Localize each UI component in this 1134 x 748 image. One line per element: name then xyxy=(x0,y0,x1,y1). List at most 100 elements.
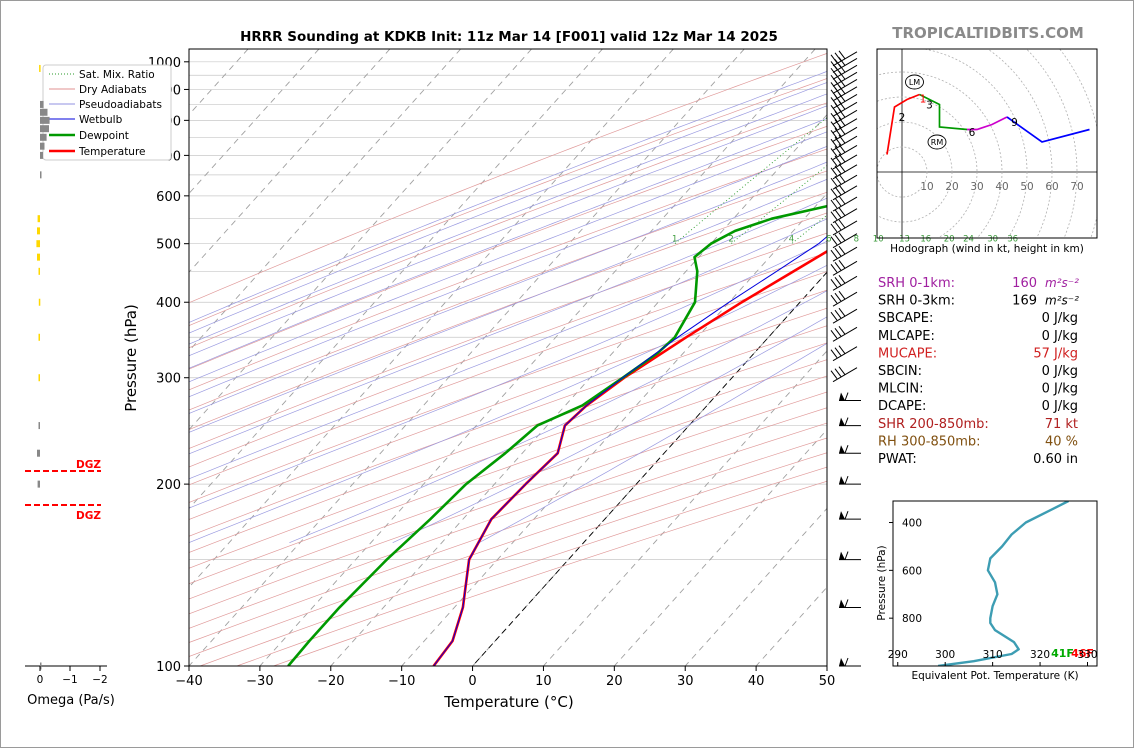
param-value: 57 J/kg xyxy=(1033,346,1078,361)
wind-barb-flag xyxy=(838,184,846,194)
wind-barb xyxy=(839,551,861,561)
wind-barb-flag xyxy=(838,163,846,173)
wind-barb-flag xyxy=(830,223,838,233)
mixing-ratio-label: 36 xyxy=(1007,235,1018,245)
wind-barb xyxy=(830,195,858,212)
omega-bar xyxy=(40,125,49,133)
y-tick-label: 500 xyxy=(156,238,181,253)
omega-bar xyxy=(37,215,40,223)
hodograph-height-label: 2 xyxy=(899,112,906,124)
wind-barb xyxy=(830,70,858,87)
wind-barb-flag xyxy=(838,85,846,95)
isotherm xyxy=(189,49,674,588)
theta-e-x-tick-label: 330 xyxy=(1077,649,1097,661)
dry-adiabat xyxy=(189,191,827,430)
wind-barb-pennant xyxy=(839,392,845,401)
storm-motion-marker xyxy=(927,134,947,150)
legend-label: Pseudoadiabats xyxy=(79,99,162,111)
wind-barb-flag xyxy=(830,329,838,339)
skew-t-frame xyxy=(188,48,828,667)
hodograph-ring xyxy=(877,71,1003,238)
wind-barb-flag xyxy=(834,155,842,165)
wind-barb-flag xyxy=(838,50,846,60)
wind-barb-flag xyxy=(844,445,849,454)
wind-barb xyxy=(830,125,858,142)
wind-barb xyxy=(830,117,858,134)
param-value: 0.60 in xyxy=(1033,452,1078,467)
wind-barb xyxy=(830,93,858,109)
hodograph-ring xyxy=(877,146,928,198)
theta-e-x-label: Equivalent Pot. Temperature (K) xyxy=(911,670,1078,682)
wind-barb xyxy=(839,475,861,485)
y-tick-label: 600 xyxy=(156,190,181,205)
pseudo-adiabat xyxy=(289,290,827,544)
theta-e-x-tick-label: 310 xyxy=(983,649,1003,661)
x-tick-label: 40 xyxy=(748,674,765,689)
isotherm xyxy=(1,49,35,666)
watermark: TROPICALTIDBITS.COM xyxy=(892,24,1084,42)
dry-adiabat xyxy=(189,289,827,520)
wind-barb xyxy=(830,345,858,362)
hodograph-height-label: 6 xyxy=(969,127,976,139)
mixing-ratio-line xyxy=(926,49,1133,244)
wind-barb-flag xyxy=(830,211,838,220)
x-tick-label: −40 xyxy=(175,674,202,689)
x-tick-label: −30 xyxy=(246,674,273,689)
hodograph-ring xyxy=(877,121,953,223)
wind-barb-flag xyxy=(844,510,849,520)
pseudo-adiabat xyxy=(189,131,827,383)
mixing-ratio-line xyxy=(1013,49,1133,244)
dry-adiabat xyxy=(189,375,827,600)
omega-bars xyxy=(36,64,50,670)
dry-adiabat xyxy=(189,359,827,585)
theta-e-panel: 290 300 310 320 330 400 600 800 Equivalent Pot.… xyxy=(876,500,1098,682)
pseudo-adiabat xyxy=(189,71,827,323)
dry-adiabat xyxy=(189,307,827,537)
pseudo-adiabat xyxy=(189,82,827,334)
wind-barb-flag xyxy=(838,70,846,80)
wind-barb-flag xyxy=(834,146,842,155)
wind-barb-flag xyxy=(830,236,838,245)
storm-motion-label: RM xyxy=(931,138,944,147)
wind-barb-flag xyxy=(830,294,838,304)
legend: Sat. Mix. Ratio Dry Adiabats Pseudoadiab… xyxy=(42,64,172,161)
skew-t-ticks: −40 −30 −20 −10 0 10 20 30 40 50 100 200 300 400 500 60… xyxy=(148,56,835,689)
wind-barb-flag xyxy=(834,247,842,257)
wind-barb xyxy=(830,134,858,151)
theta-e-ticks: 290 300 310 320 330 400 600 800 xyxy=(888,518,1098,666)
theta-e-x-tick-label: 290 xyxy=(888,649,908,661)
pseudo-adiabat xyxy=(189,145,827,398)
wind-barb xyxy=(830,153,858,170)
dry-adiabat xyxy=(189,170,827,411)
dgz-label-bottom: DGZ xyxy=(76,510,101,522)
hodograph-ring-label: 30 xyxy=(970,181,983,193)
omega-bar xyxy=(40,116,50,124)
pseudo-adiabat xyxy=(189,105,827,357)
wind-barb xyxy=(839,445,861,454)
mixing-ratio-label: 6 xyxy=(826,235,831,245)
wind-barb xyxy=(830,184,858,201)
theta-e-line xyxy=(937,501,1070,666)
wind-barb-flag xyxy=(838,207,846,216)
wind-barb xyxy=(830,163,858,180)
pseudo-adiabat xyxy=(189,161,827,414)
hodograph-segment xyxy=(967,116,1008,131)
wind-barb xyxy=(830,366,858,383)
wind-barb xyxy=(830,85,858,102)
dry-adiabat xyxy=(189,422,827,643)
wind-barb xyxy=(830,290,858,307)
omega-axis-label: Omega (Pa/s) xyxy=(27,693,115,708)
wind-barb-flag xyxy=(834,197,842,207)
pseudo-adiabat xyxy=(189,264,827,543)
wind-barb xyxy=(830,260,858,276)
skew-t-series xyxy=(287,204,827,666)
hodograph-ring xyxy=(877,96,978,238)
series-temperature xyxy=(432,249,827,666)
mixing-ratio-line xyxy=(969,49,1134,244)
wind-barb-flag xyxy=(838,366,846,376)
omega-bar xyxy=(39,64,41,72)
wind-barb xyxy=(830,109,858,125)
hodograph-frame xyxy=(876,48,1098,239)
hodograph-ring-label: 70 xyxy=(1070,181,1083,193)
param-unit: m²s⁻² xyxy=(1045,294,1079,308)
